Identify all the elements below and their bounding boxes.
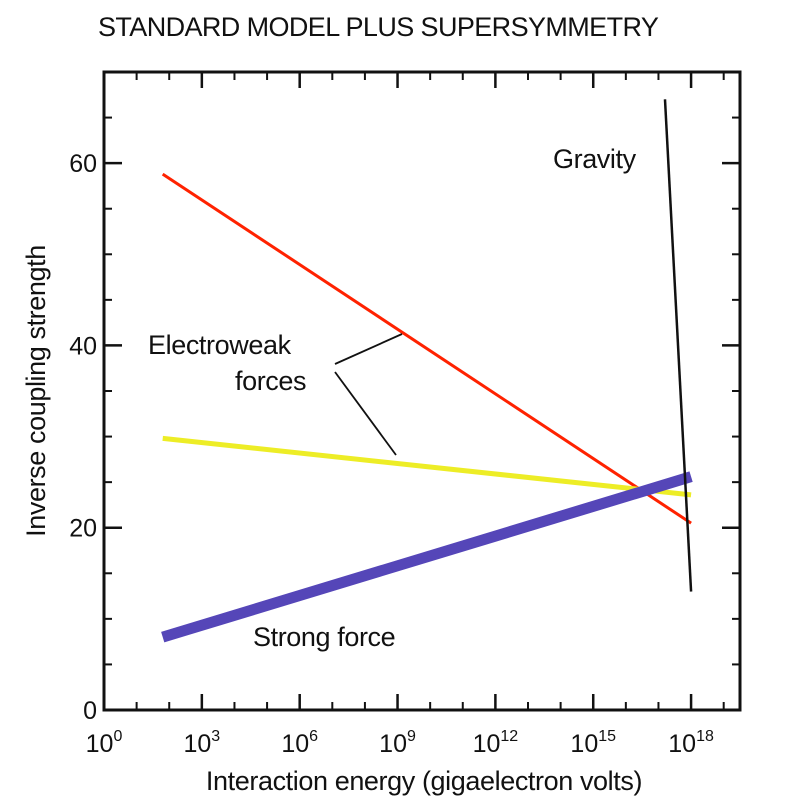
x-tick-label: 106 [281,728,318,758]
strong-force-label: Strong force [253,622,395,652]
y-tick-label: 20 [69,515,97,543]
y-tick-label: 0 [83,697,97,725]
x-axis-title: Interaction energy (gigaelectron volts) [206,766,642,796]
x-tick-label: 103 [183,728,220,758]
x-tick-label: 100 [86,728,123,758]
electroweak-pointer-upper [334,333,403,365]
electroweak-label-line2: forces [235,366,306,396]
plot-frame [102,70,742,712]
series-layer [161,99,693,643]
x-tick-label: 109 [379,728,416,758]
electroweak-label-line1: Electroweak [148,330,292,360]
chart-title: STANDARD MODEL PLUS SUPERSYMMETRY [98,12,659,42]
y-tick-label: 60 [69,150,97,178]
series-line-red-line [161,172,692,525]
series-line-black-line [663,99,693,592]
annotation-layer: Gravity Electroweak forces Strong force [148,144,637,652]
series-line-yellow-line [162,435,692,498]
gravity-label: Gravity [553,144,637,174]
x-tick-label: 1012 [473,728,519,758]
series-line-blue-line [161,471,693,643]
electroweak-pointer-lower [334,371,397,456]
y-tick-label: 40 [69,332,97,360]
x-tick-label: 1015 [570,728,616,758]
x-tick-label: 1018 [668,728,714,758]
y-axis-title: Inverse coupling strength [21,245,51,537]
ticks-layer: 100 103 106 109 1012 1015 1018 0 20 40 60 [69,72,740,758]
